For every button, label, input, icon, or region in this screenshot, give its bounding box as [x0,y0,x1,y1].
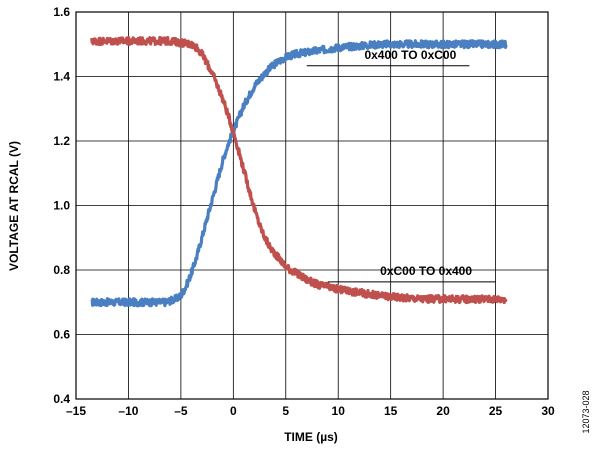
y-axis-title: VOLTAGE AT RCAL (V) [7,141,21,271]
x-tick-label: 20 [436,404,450,418]
series-line-1 [90,39,508,308]
x-tick-label: –5 [174,404,188,418]
y-tick-label: 1.6 [53,5,70,19]
annotations: 0x400 TO 0xC00 0xC00 TO 0x400 [306,48,496,283]
y-axis-ticks: 0.4 0.6 0.8 1.0 1.2 1.4 1.6 [53,5,70,406]
x-axis-title: TIME (µs) [284,430,338,444]
x-tick-label: 25 [489,404,503,418]
y-tick-label: 1.2 [53,134,70,148]
x-tick-label: –15 [66,404,86,418]
series-annotation: 0x400 TO 0xC00 [364,48,456,62]
figure-id: 12073-028 [581,390,591,433]
x-axis-ticks: –15 –10 –5 0 5 10 15 20 25 30 [66,404,555,418]
y-tick-label: 0.6 [53,328,70,342]
series-line-2 [90,35,508,305]
x-tick-label: 5 [282,404,289,418]
y-tick-label: 1.0 [53,199,70,213]
x-tick-label: 15 [384,404,398,418]
y-tick-label: 1.4 [53,70,70,84]
series-annotation: 0xC00 TO 0x400 [380,264,472,278]
plot-frame [75,11,549,400]
x-tick-label: 10 [332,404,346,418]
x-tick-label: –10 [118,404,138,418]
x-tick-label: 0 [230,404,237,418]
grid [75,11,549,400]
x-tick-label: 30 [541,404,555,418]
y-tick-label: 0.8 [53,263,70,277]
series-layer [90,35,508,308]
y-tick-label: 0.4 [53,392,70,406]
